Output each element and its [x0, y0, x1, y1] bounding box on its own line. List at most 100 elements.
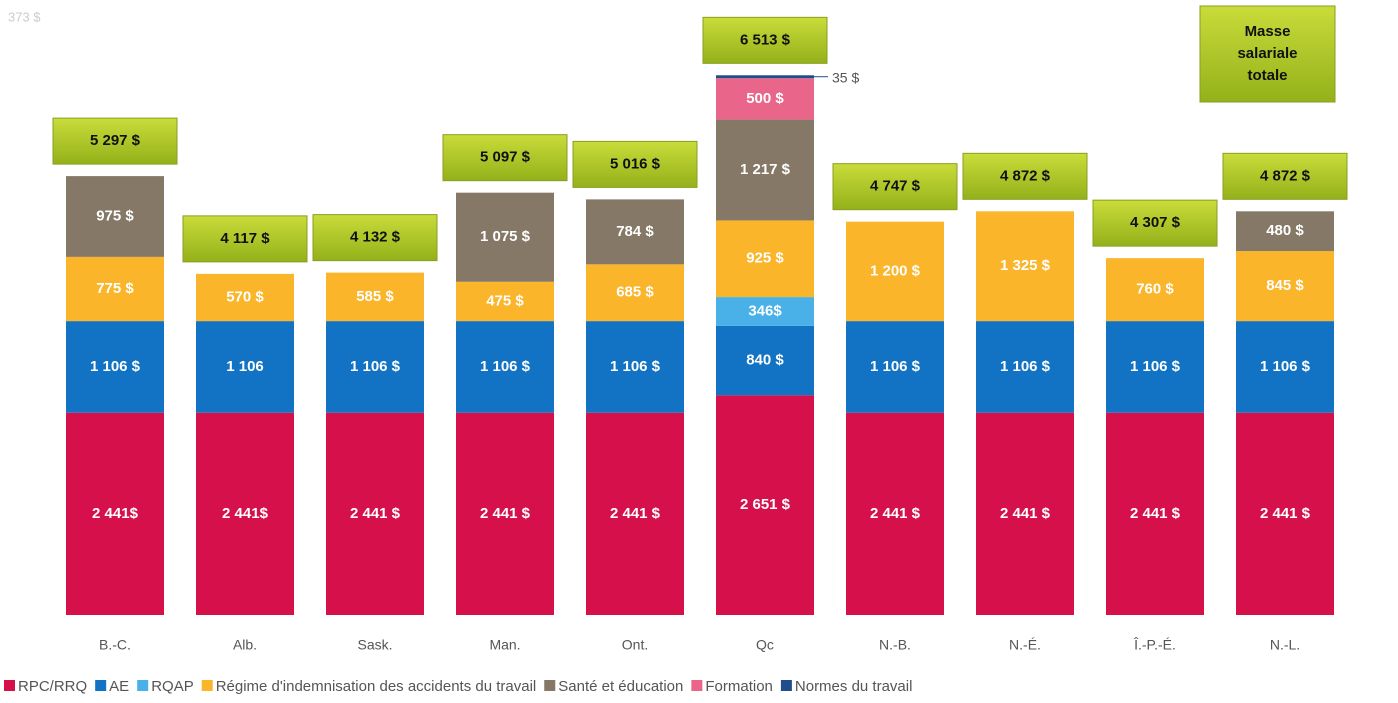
total-box: [962, 152, 1088, 200]
total-label: 4 747 $: [870, 178, 921, 195]
total-box: [52, 117, 178, 165]
total-box: [832, 163, 958, 211]
segment-label: 760 $: [1136, 281, 1174, 298]
segment-label: 1 106 $: [90, 358, 141, 375]
x-tick-label: Î.-P.-É.: [1133, 637, 1176, 653]
segment-label: 2 651 $: [740, 496, 791, 513]
bar-segment: [1236, 412, 1334, 615]
bar-segment: [586, 264, 684, 322]
bar-segment: [456, 412, 554, 615]
segment-label: 1 106 $: [610, 358, 661, 375]
bar-segment: [456, 321, 554, 413]
bar-segment: [456, 281, 554, 322]
segment-label: 2 441 $: [350, 505, 401, 522]
segment-label: 1 106 $: [480, 358, 531, 375]
segment-label: 775 $: [96, 280, 134, 297]
segment-label: 1 325 $: [1000, 257, 1051, 274]
x-tick-label: Ont.: [622, 637, 648, 653]
legend-label: RQAP: [151, 678, 194, 695]
bar-segment: [716, 297, 814, 326]
total-label: 4 307 $: [1130, 214, 1181, 231]
bar-segment: [326, 321, 424, 413]
bar-segment: [846, 412, 944, 615]
bar-segment: [586, 321, 684, 413]
segment-label: 480 $: [1266, 222, 1304, 239]
segment-label: 1 075 $: [480, 228, 531, 245]
x-tick-label: Man.: [489, 637, 520, 653]
total-box-title-wrap: Masse salariale totale: [1237, 23, 1298, 84]
bar-segment: [326, 412, 424, 615]
legend-label: Normes du travail: [795, 678, 913, 695]
bar-segment: [1236, 211, 1334, 252]
bar-segment: [716, 119, 814, 221]
bar-segment: [1236, 321, 1334, 413]
bar-segment: [66, 256, 164, 322]
bar-segment: [326, 272, 424, 322]
total-box: [312, 214, 438, 262]
bar-segment: [976, 211, 1074, 322]
bar-segment: [716, 325, 814, 396]
total-label: 4 872 $: [1000, 167, 1051, 184]
bar-segment: [196, 273, 294, 322]
segment-label: 845 $: [1266, 277, 1304, 294]
total-box: [1199, 5, 1336, 103]
segment-label: 570 $: [226, 288, 264, 305]
segment-label: 784 $: [616, 223, 654, 240]
bar-segment: [1106, 321, 1204, 413]
x-tick-label: B.-C.: [99, 637, 131, 653]
segment-label: 1 106 $: [870, 358, 921, 375]
x-tick-label: N.-É.: [1009, 637, 1041, 653]
segment-label: 925 $: [746, 250, 784, 267]
segment-label: 2 441 $: [480, 505, 531, 522]
legend-label: Régime d'indemnisation des accidents du …: [216, 678, 537, 695]
bar-segment: [1106, 258, 1204, 322]
x-tick-label: Sask.: [357, 637, 392, 653]
segment-label: 475 $: [486, 292, 524, 309]
segment-label: 2 441 $: [870, 505, 921, 522]
legend-swatch: [4, 680, 15, 691]
bar-segment: [196, 412, 294, 615]
total-box: [1092, 199, 1218, 247]
x-tick-label: N.-L.: [1270, 637, 1300, 653]
legend-swatch: [95, 680, 107, 691]
total-label: 4 872 $: [1260, 167, 1311, 184]
legend-label: Formation: [705, 678, 773, 695]
segment-label: 1 106 $: [1260, 358, 1311, 375]
segment-label: 585 $: [356, 288, 394, 305]
bar-segment: [456, 192, 554, 282]
bar-segment: [66, 321, 164, 413]
bar-segment: [586, 199, 684, 265]
total-box-title: Masse salariale totale: [1237, 23, 1298, 84]
annotation: 373 $: [8, 9, 41, 24]
bar-segment: [586, 412, 684, 615]
total-label: 5 016 $: [610, 155, 661, 172]
legend-label: AE: [109, 678, 129, 695]
segment-label: 975 $: [96, 207, 134, 224]
bar-segment: [716, 75, 814, 79]
total-box: [702, 16, 828, 64]
segment-label: 840 $: [746, 352, 784, 369]
bar-segment: [1236, 251, 1334, 322]
legend-swatch: [201, 680, 213, 691]
segment-label: 2 441 $: [610, 505, 661, 522]
segment-label: 1 106 $: [1000, 358, 1051, 375]
legend-swatch: [137, 680, 149, 691]
x-tick-label: N.-B.: [879, 637, 911, 653]
x-tick-label: Alb.: [233, 637, 257, 653]
total-label: 6 513 $: [740, 31, 791, 48]
legend-swatch: [780, 680, 792, 691]
total-box: [442, 134, 568, 182]
total-label: 5 297 $: [90, 132, 141, 149]
segment-label: 500 $: [746, 90, 784, 107]
segment-label: 1 106: [226, 358, 264, 375]
total-box: [182, 215, 308, 263]
segment-label: 2 441 $: [1260, 505, 1311, 522]
total-label: 5 097 $: [480, 149, 531, 166]
bar-segment: [846, 321, 944, 413]
segment-label: 1 217 $: [740, 161, 791, 178]
legend-swatch: [691, 680, 703, 691]
bar-segment: [716, 78, 814, 120]
segment-label: 1 200 $: [870, 262, 921, 279]
legend-label: Santé et éducation: [558, 678, 683, 695]
